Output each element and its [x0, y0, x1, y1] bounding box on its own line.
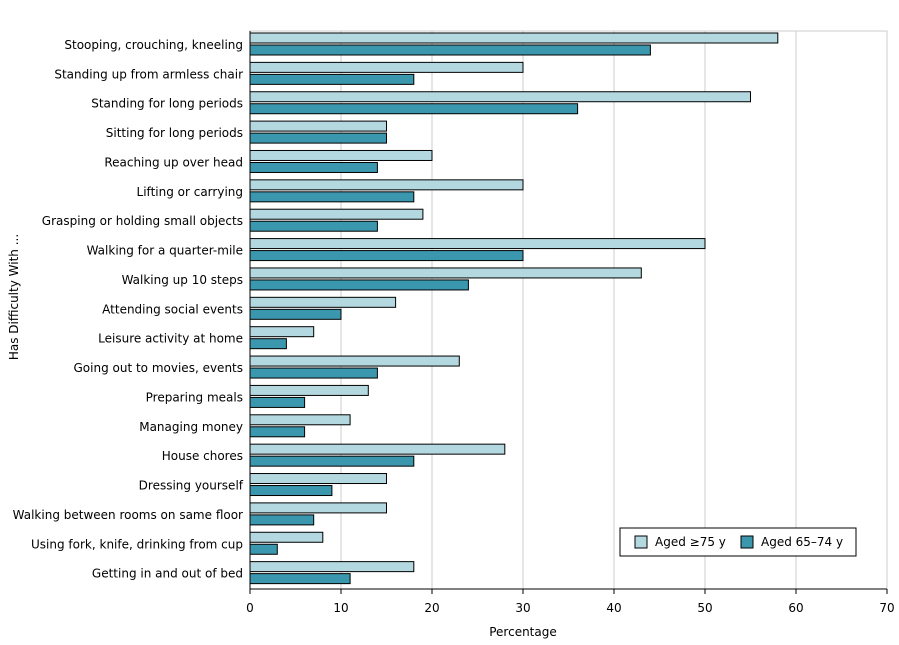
- x-tick-label: 60: [788, 601, 803, 615]
- bar-75plus: [249, 32, 779, 44]
- category-labels: Stooping, crouching, kneeling Standing up…: [13, 38, 244, 581]
- category-label: Standing up from armless chair: [54, 67, 243, 81]
- x-tick-label: 30: [515, 601, 530, 615]
- category-label: Reaching up over head: [104, 155, 243, 169]
- category-label: Getting in and out of bed: [92, 567, 243, 581]
- category-label: Walking between rooms on same floor: [13, 508, 243, 522]
- bar-65-74: [249, 367, 378, 379]
- bar-65-74: [249, 191, 415, 203]
- legend-label-75plus: Aged ≥75 y: [655, 535, 726, 549]
- bars: [249, 32, 779, 585]
- bar-65-74: [249, 132, 387, 144]
- x-tick-label: 70: [879, 601, 894, 615]
- x-tick-label: 50: [697, 601, 712, 615]
- legend-swatch-65-74: [740, 535, 754, 549]
- x-tick-label: 10: [333, 601, 348, 615]
- bar-75plus: [249, 355, 460, 367]
- category-label: House chores: [162, 449, 243, 463]
- bar-65-74: [249, 396, 306, 408]
- category-label: Leisure activity at home: [98, 332, 243, 346]
- legend-swatch-75plus: [634, 535, 648, 549]
- bar-75plus: [249, 561, 415, 573]
- bar-75plus: [249, 238, 706, 250]
- x-tick-label: 40: [606, 601, 621, 615]
- legend-label-65-74: Aged 65–74 y: [761, 535, 843, 549]
- bar-75plus: [249, 326, 315, 338]
- bar-65-74: [249, 250, 524, 262]
- category-label: Preparing meals: [146, 390, 243, 404]
- bar-65-74: [249, 220, 378, 232]
- category-label: Sitting for long periods: [106, 126, 243, 140]
- bar-65-74: [249, 103, 579, 115]
- bar-75plus: [249, 267, 642, 279]
- bar-65-74: [249, 161, 378, 173]
- bar-65-74: [249, 73, 415, 85]
- axes: [249, 31, 888, 594]
- category-label: Going out to movies, events: [74, 361, 244, 375]
- category-label: Dressing yourself: [139, 479, 244, 493]
- category-label: Standing for long periods: [91, 97, 243, 111]
- bar-75plus: [249, 91, 751, 103]
- category-label: Stooping, crouching, kneeling: [64, 38, 243, 52]
- category-label: Grasping or holding small objects: [42, 214, 243, 228]
- x-axis-label: Percentage: [489, 625, 557, 639]
- bar-75plus: [249, 531, 324, 543]
- bar-75plus: [249, 473, 387, 485]
- bar-75plus: [249, 208, 424, 220]
- x-tick-label: 20: [424, 601, 439, 615]
- bar-65-74: [249, 455, 415, 467]
- bar-65-74: [249, 514, 315, 526]
- bar-65-74: [249, 485, 333, 497]
- x-tick-labels: 0 10 20 30 40 50 60 70: [246, 601, 894, 615]
- bar-65-74: [249, 573, 351, 585]
- bar-75plus: [249, 179, 524, 191]
- bar-75plus: [249, 120, 387, 132]
- legend: Aged ≥75 y Aged 65–74 y: [619, 527, 857, 557]
- bar-75plus: [249, 296, 397, 308]
- bar-65-74: [249, 308, 342, 320]
- category-label: Walking for a quarter-mile: [87, 244, 243, 258]
- category-label: Walking up 10 steps: [122, 273, 243, 287]
- bar-75plus: [249, 149, 433, 161]
- category-label: Managing money: [139, 420, 243, 434]
- bar-65-74: [249, 426, 306, 438]
- bar-65-74: [249, 338, 287, 350]
- bar-75plus: [249, 61, 524, 73]
- x-tick-label: 0: [246, 601, 254, 615]
- bar-75plus: [249, 384, 369, 396]
- bar-65-74: [249, 279, 469, 291]
- bar-65-74: [249, 44, 651, 56]
- bar-75plus: [249, 502, 387, 514]
- category-label: Lifting or carrying: [137, 185, 243, 199]
- bar-65-74: [249, 543, 278, 555]
- bar-75plus: [249, 414, 351, 426]
- category-label: Using fork, knife, drinking from cup: [31, 537, 243, 551]
- y-axis-label: Has Difficulty With ...: [7, 234, 21, 360]
- category-label: Attending social events: [102, 302, 243, 316]
- bar-75plus: [249, 443, 506, 455]
